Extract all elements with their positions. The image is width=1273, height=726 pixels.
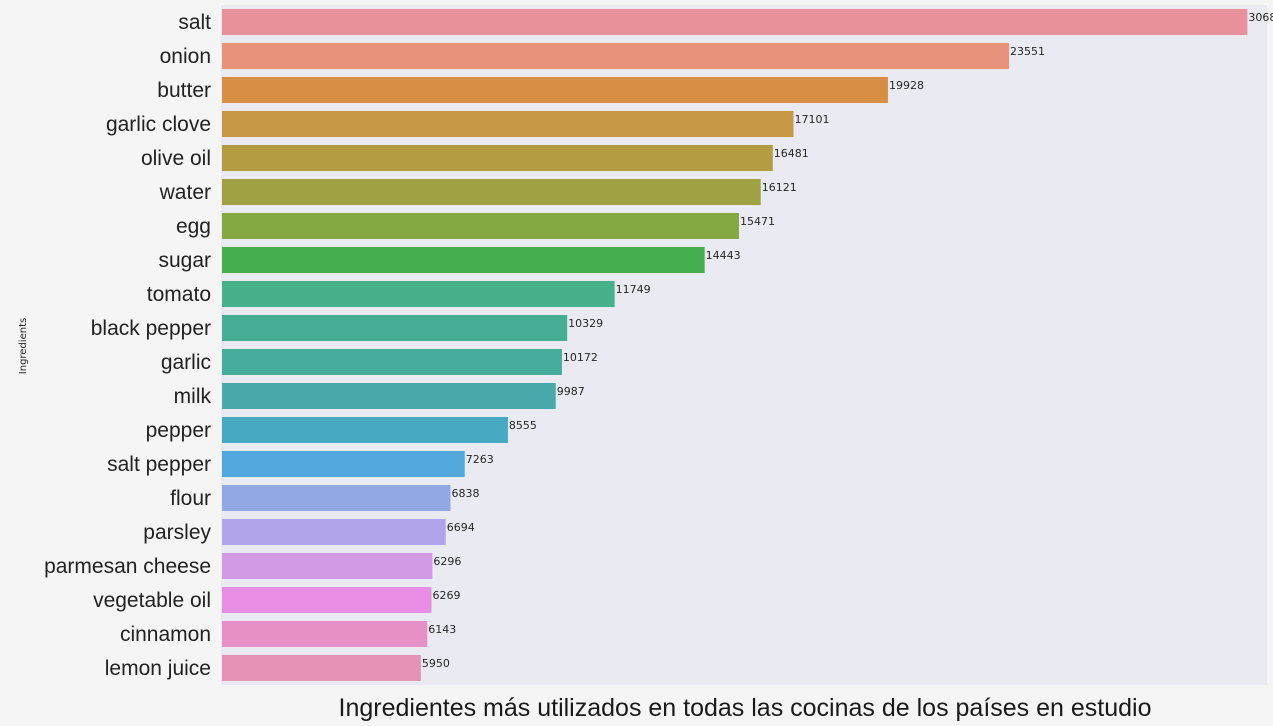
category-label: butter: [157, 79, 211, 102]
category-label: cinnamon: [120, 623, 211, 646]
category-label: salt pepper: [107, 453, 211, 476]
value-label: 6296: [433, 555, 461, 568]
bar-water: [222, 179, 761, 205]
category-label: pepper: [146, 419, 211, 442]
category-label: water: [159, 181, 211, 204]
category-labels-group: salt onion butter garlic clove olive oil wate…: [44, 11, 211, 680]
category-label: vegetable oil: [93, 589, 211, 612]
value-label: 10329: [568, 317, 603, 330]
value-label: 30683: [1248, 11, 1273, 24]
bar-pepper: [222, 417, 508, 443]
value-label: 8555: [509, 419, 537, 432]
bar-cinnamon: [222, 621, 428, 647]
bar-garlic: [222, 349, 562, 375]
bar-salt-pepper: [222, 451, 465, 477]
bar-lemon-juice: [222, 655, 421, 681]
bar-sugar: [222, 247, 705, 273]
plot-background: [221, 5, 1267, 685]
value-label: 15471: [740, 215, 775, 228]
value-label: 23551: [1010, 45, 1045, 58]
bar-garlic-clove: [222, 111, 794, 137]
category-label: garlic: [161, 351, 211, 374]
category-label: milk: [174, 385, 212, 408]
category-label: black pepper: [91, 317, 211, 340]
category-label: flour: [170, 487, 211, 510]
bar-flour: [222, 485, 451, 511]
category-label: onion: [160, 45, 211, 68]
category-label: salt: [178, 11, 211, 34]
value-label: 19928: [889, 79, 924, 92]
bar-parmesan-cheese: [222, 553, 433, 579]
value-label: 6838: [452, 487, 480, 500]
category-label: garlic clove: [106, 113, 211, 136]
bar-vegetable-oil: [222, 587, 432, 613]
value-label: 6143: [428, 623, 456, 636]
value-label: 6694: [447, 521, 475, 534]
category-label: tomato: [147, 283, 211, 306]
value-label: 16121: [762, 181, 797, 194]
value-label: 16481: [774, 147, 809, 160]
bar-olive-oil: [222, 145, 773, 171]
value-label: 9987: [557, 385, 585, 398]
bar-butter: [222, 77, 888, 103]
y-axis-title: Ingredients: [18, 318, 29, 374]
chart-title: Ingredientes más utilizados en todas las…: [339, 694, 1152, 722]
category-label: olive oil: [141, 147, 211, 170]
value-label: 17101: [794, 113, 829, 126]
bar-salt: [222, 9, 1248, 35]
bar-milk: [222, 383, 556, 409]
category-label: egg: [176, 215, 211, 238]
category-label: parsley: [143, 521, 211, 544]
category-label: parmesan cheese: [44, 555, 211, 578]
bars-group: [222, 9, 1248, 681]
value-label: 14443: [706, 249, 741, 262]
value-label: 5950: [422, 657, 450, 670]
value-label: 7263: [466, 453, 494, 466]
bar-egg: [222, 213, 740, 239]
category-label: sugar: [158, 249, 211, 272]
bar-onion: [222, 43, 1010, 69]
bar-parsley: [222, 519, 446, 545]
value-label: 6269: [433, 589, 461, 602]
value-label: 10172: [563, 351, 598, 364]
value-labels-group: 30683 23551 19928 17101 16481 16121 15471 14443…: [422, 11, 1273, 670]
bar-tomato: [222, 281, 615, 307]
bar-black-pepper: [222, 315, 568, 341]
value-label: 11749: [616, 283, 651, 296]
category-label: lemon juice: [105, 657, 211, 680]
